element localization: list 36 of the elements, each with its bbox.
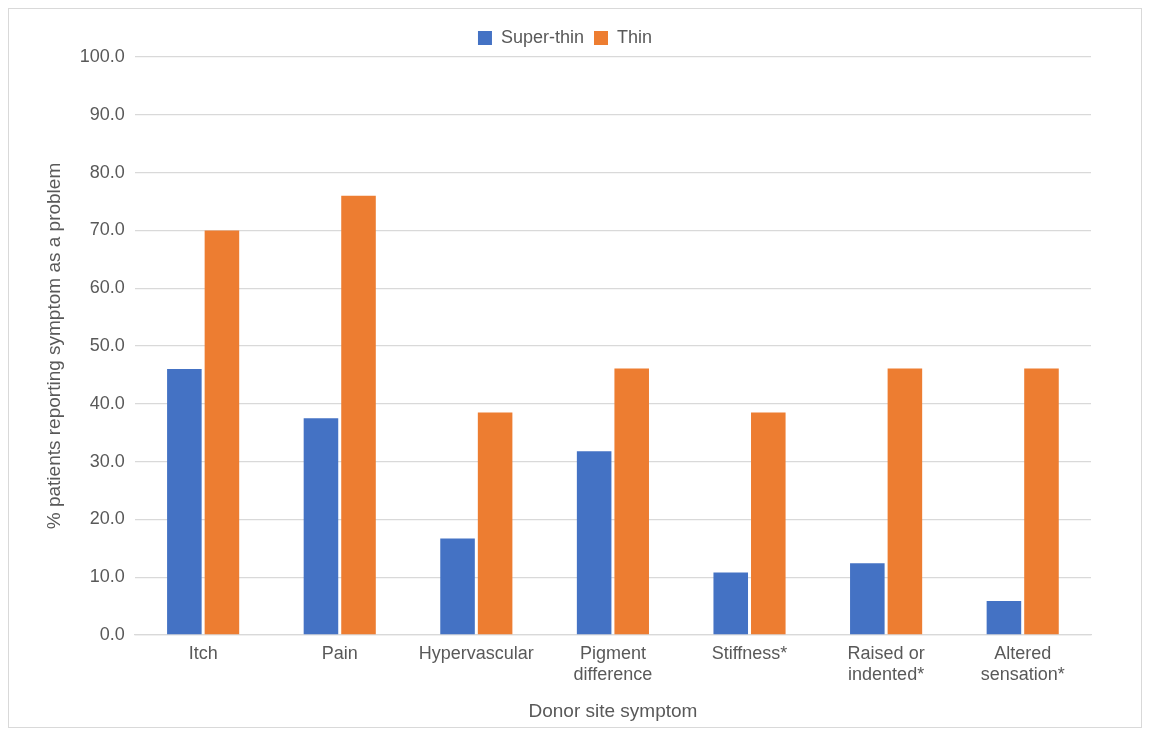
x-tick-label: Hypervascular [418, 642, 534, 663]
x-axis-title: Donor site symptom [528, 699, 698, 721]
y-tick-label: 0.0 [99, 623, 125, 644]
y-tick-label: 90.0 [89, 103, 125, 124]
bar [751, 412, 786, 635]
x-tick-label: Itch [188, 642, 218, 663]
y-tick-label: 10.0 [89, 566, 125, 587]
y-tick-label: 30.0 [89, 450, 125, 471]
bar [850, 563, 885, 635]
y-tick-label: 70.0 [89, 219, 125, 240]
y-tick-label: 50.0 [89, 334, 125, 355]
bar [167, 369, 202, 635]
y-tick-label: 80.0 [89, 161, 125, 182]
y-tick-label: 60.0 [89, 277, 125, 298]
y-tick-label: 20.0 [89, 508, 125, 529]
x-tick-label: Stiffness* [711, 642, 788, 663]
bar [341, 195, 376, 635]
bar [204, 230, 240, 635]
bar [614, 368, 649, 635]
x-tick-label: Raised or indented* [847, 642, 925, 685]
x-tick-label: Pain [321, 642, 358, 663]
bar [1024, 368, 1059, 635]
x-tick-label: Pigment difference [573, 642, 653, 685]
bar [986, 600, 1022, 635]
bar [440, 538, 475, 635]
bar [576, 451, 612, 635]
y-tick-label: 100.0 [79, 45, 125, 66]
bar [887, 368, 923, 635]
legend-label: Thin [617, 26, 653, 47]
bar [303, 418, 339, 635]
bar [713, 572, 749, 635]
y-axis-title: % patients reporting symptom as a problem [42, 162, 64, 530]
legend-label: Super-thin [500, 26, 585, 47]
x-tick-label: Altered sensation* [980, 642, 1065, 685]
y-tick-label: 40.0 [89, 392, 125, 413]
bar [477, 412, 513, 635]
